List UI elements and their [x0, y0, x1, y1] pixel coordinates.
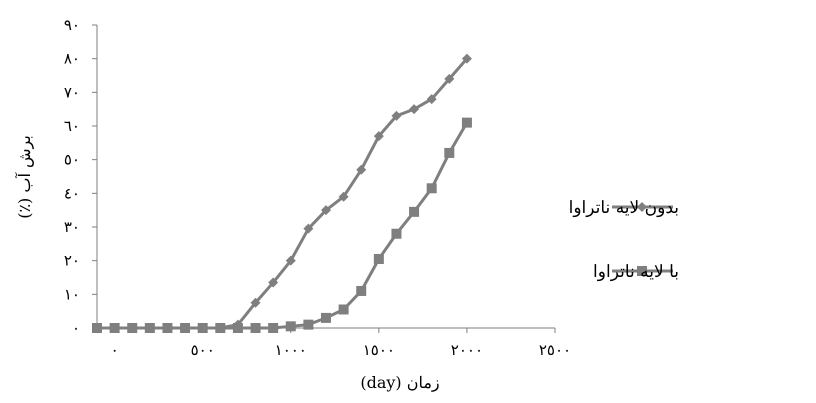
legend-marker [637, 266, 647, 276]
series-layer [92, 53, 472, 333]
data-point [144, 323, 155, 333]
legend-item-2: با لایه ناتراوا [593, 262, 679, 282]
data-point [303, 319, 314, 330]
data-point [391, 228, 402, 239]
y-tick-label: ١٠ [64, 285, 80, 303]
data-point [215, 323, 226, 333]
y-tick-label: ٨٠ [64, 50, 80, 68]
legend-label: بدون لایه ناتراوا [569, 198, 679, 218]
series-line [97, 57, 469, 330]
x-tick-label: ٢٥٠٠ [539, 341, 571, 359]
data-point [426, 94, 437, 105]
x-tick-label: ٠ [111, 341, 119, 359]
data-point [444, 73, 455, 84]
series-1 [92, 53, 472, 333]
data-point [391, 110, 402, 121]
data-point [250, 297, 261, 308]
x-axis-title: زمان (day) [360, 373, 439, 392]
axes [92, 24, 556, 333]
tick-labels: ٠ ١٠ ٢٠ ٣٠ ٤٠ ٥٠ ٦٠ ٧٠ ٨٠ ٩٠ ٠ ٥٠٠ ١٠٠٠ ١٥٠٠ ٢٠٠٠ ٢٥٠٠ [64, 16, 571, 359]
data-point [373, 131, 384, 142]
data-point [268, 277, 279, 288]
data-point [303, 223, 314, 234]
data-point [92, 323, 102, 333]
x-tick-label: ١٠٠٠ [275, 341, 307, 359]
y-tick-label: ٤٠ [64, 184, 80, 202]
data-point [285, 255, 296, 266]
legend-label: با لایه ناتراوا [593, 262, 679, 282]
data-point [409, 206, 420, 217]
data-point [461, 53, 472, 64]
data-point [373, 253, 384, 264]
data-point [338, 191, 349, 202]
data-point [409, 104, 420, 115]
y-tick-label: ٠ [72, 319, 80, 337]
data-point [250, 323, 261, 333]
data-point [321, 312, 331, 323]
data-point [461, 117, 472, 128]
data-point [127, 323, 138, 333]
data-point [197, 323, 208, 333]
y-tick-label: ٥٠ [64, 151, 80, 169]
series-2 [92, 117, 472, 333]
data-point [285, 321, 296, 332]
y-tick-label: ٩٠ [64, 16, 80, 34]
legend: بدون لایه ناتراوا با لایه ناتراوا [569, 198, 679, 282]
y-axis-title: برش آب (٪) [14, 135, 34, 219]
series-line [97, 121, 469, 330]
legend-item-1: بدون لایه ناتراوا [569, 198, 679, 218]
y-tick-label: ٦٠ [64, 117, 80, 135]
y-tick-label: ٢٠ [64, 252, 80, 270]
data-point [338, 304, 349, 315]
data-point [321, 205, 331, 216]
data-point [232, 323, 243, 333]
x-tick-label: ١٥٠٠ [363, 341, 395, 359]
data-point [268, 323, 279, 333]
data-point [162, 323, 173, 333]
data-point [109, 323, 120, 333]
data-point [180, 323, 191, 333]
data-point [356, 285, 367, 296]
data-point [444, 147, 455, 158]
data-point [426, 183, 437, 194]
x-tick-label: ٥٠٠ [191, 341, 215, 359]
legend-marker [637, 202, 647, 212]
y-tick-label: ٧٠ [64, 83, 80, 101]
data-point [356, 164, 367, 175]
y-tick-label: ٣٠ [64, 218, 80, 236]
x-tick-label: ٢٠٠٠ [451, 341, 483, 359]
